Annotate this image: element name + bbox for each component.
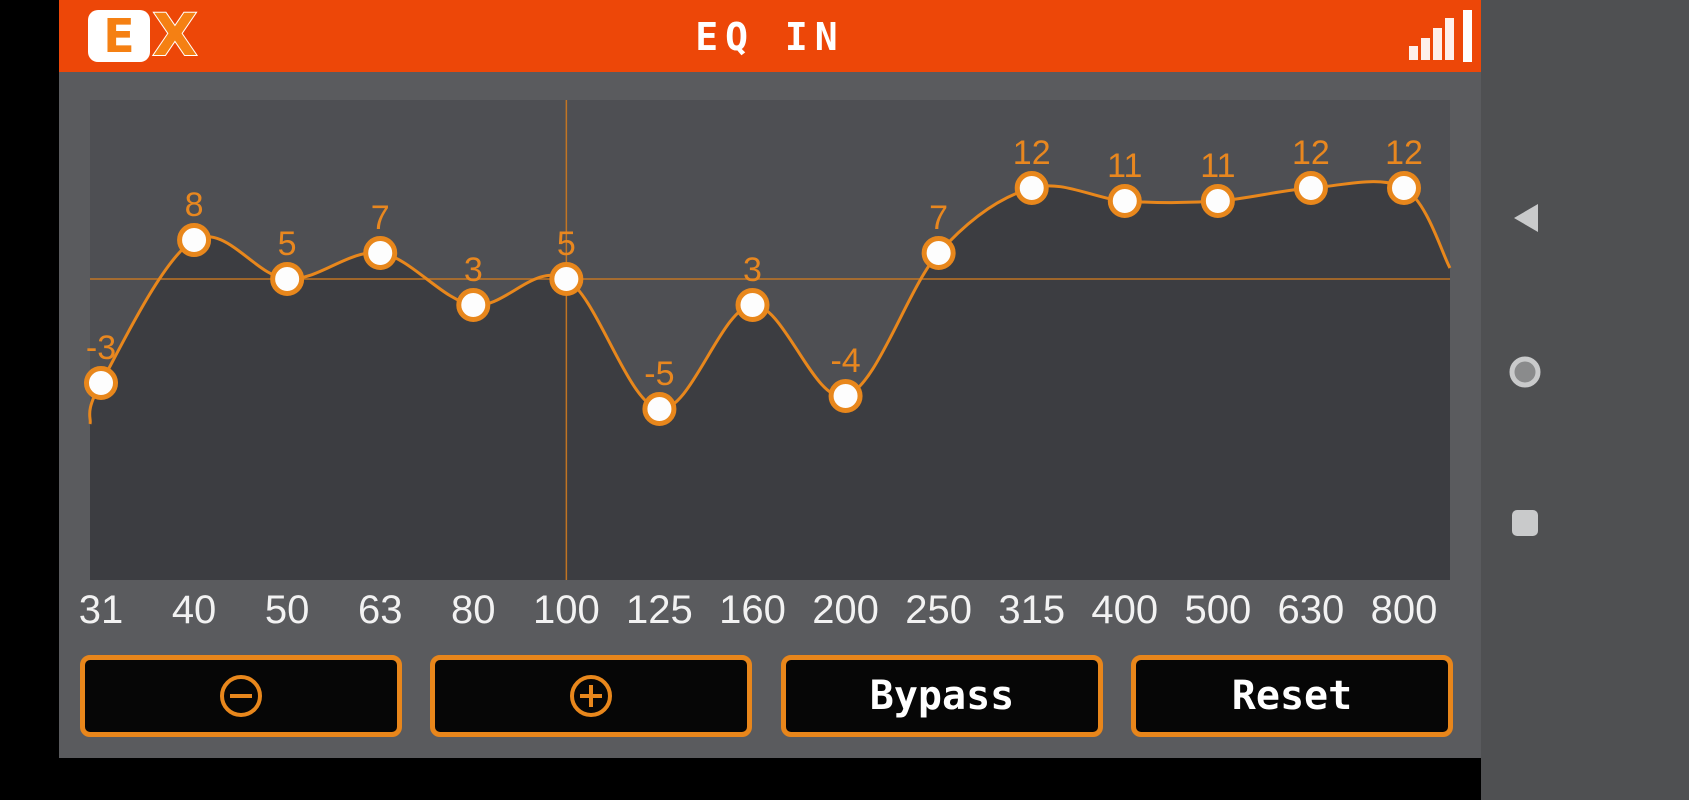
band-gain-label: 7 xyxy=(371,199,390,237)
band-gain-label: 5 xyxy=(557,225,576,263)
band-freq-label: 100 xyxy=(533,588,600,632)
signal-bar-3 xyxy=(1433,28,1442,60)
minus-circle-icon xyxy=(220,675,262,717)
band-freq-label: 40 xyxy=(172,588,217,632)
band-gain-label: 3 xyxy=(743,251,762,289)
app-header: E X EQ IN xyxy=(59,0,1481,72)
eq-chart[interactable]: -3 31 8 40 5 50 7 63 3 80 5 100 -5 125 3 160 -4 200 7 250 12… xyxy=(59,72,1481,632)
app-content: E X EQ IN -3 31 8 40 5 50 7 63 3 80 5 100 -5 125 3 160-… xyxy=(59,0,1481,800)
nav-recents-button[interactable] xyxy=(1507,505,1543,541)
band-gain-label: 12 xyxy=(1013,134,1051,172)
band-gain-label: 12 xyxy=(1292,134,1330,172)
band-freq-label: 63 xyxy=(358,588,403,632)
eq-band-handle[interactable] xyxy=(735,288,770,322)
eq-band-handle[interactable] xyxy=(1387,171,1421,205)
band-gain-label: 3 xyxy=(464,251,483,289)
band-freq-label: 800 xyxy=(1371,588,1438,632)
band-freq-label: 630 xyxy=(1278,588,1345,632)
gain-increase-button[interactable] xyxy=(430,655,752,737)
band-freq-label: 200 xyxy=(812,588,879,632)
eq-curve-area xyxy=(89,181,1451,580)
band-gain-label: 8 xyxy=(185,186,204,224)
nav-back-button[interactable] xyxy=(1507,200,1543,236)
eq-band-handle[interactable] xyxy=(84,366,118,400)
app-logo: E X xyxy=(88,9,198,63)
eq-band-handle[interactable] xyxy=(642,392,677,426)
band-freq-label: 160 xyxy=(719,588,786,632)
nav-home-button[interactable] xyxy=(1507,354,1543,390)
signal-bar-2 xyxy=(1421,38,1430,60)
gain-decrease-button[interactable] xyxy=(80,655,402,737)
band-gain-label: 11 xyxy=(1107,147,1142,185)
band-gain-label: 11 xyxy=(1200,147,1235,185)
band-freq-label: 125 xyxy=(626,588,693,632)
band-freq-label: 80 xyxy=(451,588,496,632)
eq-band-handle[interactable] xyxy=(921,236,956,270)
logo-letter-e: E xyxy=(103,9,134,63)
eq-band-handle[interactable] xyxy=(549,262,584,296)
band-gain-label: 12 xyxy=(1385,134,1423,172)
left-bezel xyxy=(0,0,59,800)
eq-band-handle[interactable] xyxy=(828,379,863,413)
recents-square-icon xyxy=(1512,510,1538,536)
eq-band-handle[interactable] xyxy=(1293,171,1328,205)
band-gain-label: -4 xyxy=(830,342,860,380)
eq-band-handle[interactable] xyxy=(1107,184,1142,218)
band-gain-label: -5 xyxy=(644,355,674,393)
bypass-button[interactable]: Bypass xyxy=(781,655,1103,737)
signal-bar-1 xyxy=(1409,46,1418,60)
plus-circle-icon xyxy=(570,675,612,717)
band-gain-label: 5 xyxy=(278,225,297,263)
band-freq-label: 400 xyxy=(1091,588,1158,632)
logo-letter-x: X xyxy=(153,9,198,63)
page-title: EQ IN xyxy=(695,15,845,59)
band-gain-label: -3 xyxy=(86,329,116,367)
eq-band-handle[interactable] xyxy=(177,223,212,257)
reset-button[interactable]: Reset xyxy=(1131,655,1453,737)
android-nav-bar xyxy=(1481,0,1689,800)
signal-bar-5 xyxy=(1463,10,1472,62)
band-freq-label: 500 xyxy=(1184,588,1251,632)
signal-bars-icon xyxy=(1409,10,1472,62)
eq-band-handle[interactable] xyxy=(1200,184,1235,218)
eq-band-handle[interactable] xyxy=(1014,171,1049,205)
bottom-gesture-bar xyxy=(59,758,1481,800)
band-gain-label: 7 xyxy=(929,199,948,237)
band-freq-label: 50 xyxy=(265,588,310,632)
band-freq-label: 315 xyxy=(998,588,1065,632)
eq-band-handle[interactable] xyxy=(456,288,491,322)
eq-band-handle[interactable] xyxy=(270,262,305,296)
band-freq-label: 31 xyxy=(79,588,124,632)
band-freq-label: 250 xyxy=(905,588,972,632)
logo-plate xyxy=(88,10,150,62)
signal-bar-4 xyxy=(1445,18,1454,60)
home-circle-icon xyxy=(1509,356,1541,388)
eq-band-handle[interactable] xyxy=(363,236,398,270)
back-triangle-icon xyxy=(1514,204,1538,232)
